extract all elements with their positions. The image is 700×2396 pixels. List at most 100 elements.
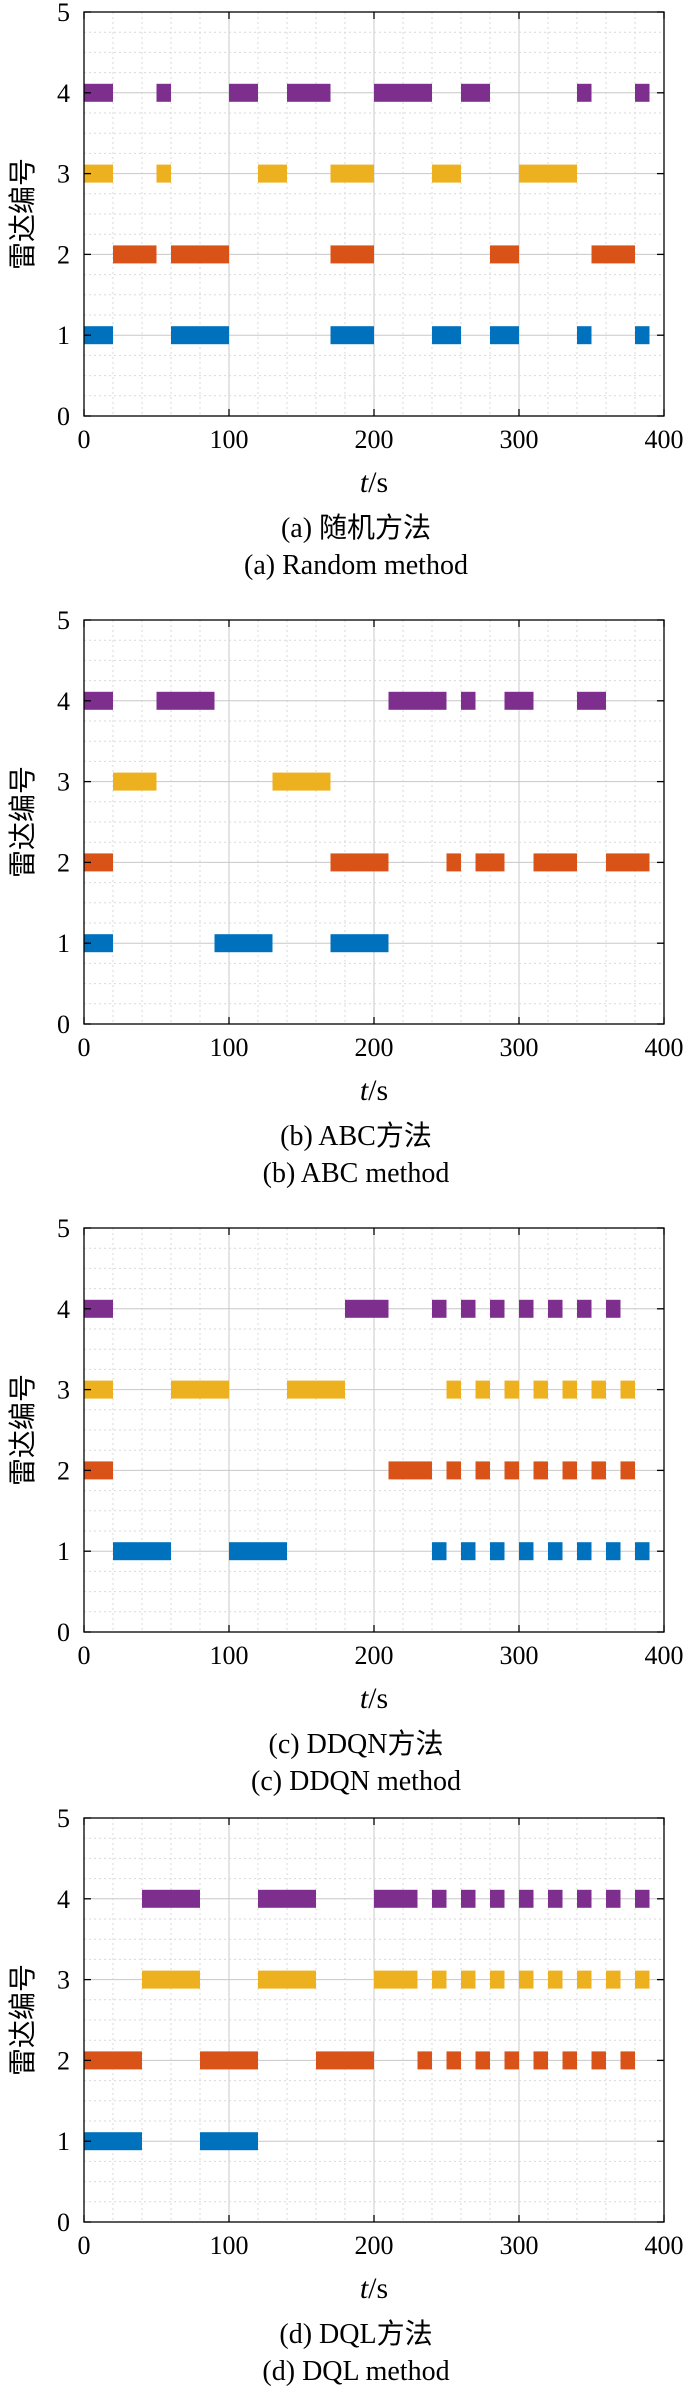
bar-radar-2 [533,853,577,872]
schedule-bars [84,83,650,345]
bar-radar-3 [577,1970,592,1989]
bar-radar-2 [84,1461,113,1480]
bar-radar-4 [258,1889,316,1908]
bar-radar-4 [519,1299,534,1318]
y-tick-label: 3 [57,160,70,189]
bar-radar-4 [287,83,331,102]
bar-radar-1 [577,1542,592,1561]
bar-radar-4 [548,1889,563,1908]
bar-radar-2 [388,1461,432,1480]
y-tick-label: 4 [57,1295,70,1324]
bar-radar-1 [432,326,461,345]
bar-radar-1 [519,1542,534,1561]
caption-english: (a) Random method [244,550,468,581]
bar-radar-4 [548,1299,563,1318]
bar-radar-3 [606,1970,621,1989]
y-tick-label: 3 [57,1966,70,1995]
bar-radar-1 [171,326,229,345]
x-axis-label: t/s [360,466,388,499]
bar-radar-3 [171,1380,229,1399]
caption-english: (c) DDQN method [251,1766,461,1797]
bar-radar-2 [84,2051,142,2070]
bar-radar-3 [142,1970,200,1989]
bar-radar-1 [577,326,592,345]
bar-radar-4 [432,1299,447,1318]
bar-radar-2 [417,2051,432,2070]
bar-radar-3 [475,1380,490,1399]
bar-radar-3 [113,772,157,791]
bar-radar-3 [635,1970,650,1989]
bar-radar-4 [606,1889,621,1908]
bar-radar-3 [84,1380,113,1399]
bar-radar-1 [84,326,113,345]
bar-radar-4 [577,83,592,102]
x-tick-label: 300 [500,1641,539,1670]
y-tick-label: 1 [57,2127,70,2156]
x-tick-label: 200 [355,2231,394,2260]
bar-radar-2 [591,2051,606,2070]
bar-radar-3 [374,1970,418,1989]
y-tick-label: 5 [57,0,70,27]
x-tick-label: 100 [210,2231,249,2260]
x-tick-label: 100 [210,425,249,454]
x-tick-label: 0 [78,1641,91,1670]
x-tick-label: 0 [78,425,91,454]
bar-radar-1 [490,1542,505,1561]
x-tick-label: 200 [355,1033,394,1062]
bar-radar-2 [113,245,157,264]
x-axis-symbol: t [360,1074,369,1107]
bar-radar-1 [84,934,113,953]
bar-radar-3 [432,1970,447,1989]
caption-chinese: (d) DQL方法 [279,2318,432,2350]
bar-radar-2 [475,2051,490,2070]
x-tick-label: 300 [500,425,539,454]
x-tick-label: 300 [500,2231,539,2260]
bar-radar-1 [113,1542,171,1561]
y-tick-label: 4 [57,687,70,716]
x-axis-label: t/s [360,2272,388,2305]
y-tick-label: 0 [57,2208,70,2237]
y-tick-label: 2 [57,240,70,269]
bar-radar-2 [84,853,113,872]
bar-radar-1 [635,1542,650,1561]
bar-radar-4 [504,691,534,710]
bar-radar-4 [374,1889,418,1908]
y-axis-label: 雷达编号 [7,1964,39,2076]
caption-english: (b) ABC method [263,1158,450,1189]
bar-radar-2 [606,853,650,872]
bar-radar-4 [84,691,113,710]
bar-radar-2 [504,1461,519,1480]
bar-radar-3 [258,1970,316,1989]
y-tick-label: 2 [57,848,70,877]
bar-radar-4 [229,83,258,102]
bar-radar-3 [258,164,287,183]
x-axis-label: t/s [360,1682,388,1715]
bar-radar-4 [490,1299,505,1318]
x-tick-label: 200 [355,425,394,454]
bar-radar-1 [330,934,389,953]
x-tick-label: 400 [645,1641,684,1670]
bar-radar-3 [272,772,331,791]
x-tick-label: 400 [645,425,684,454]
bar-radar-1 [461,1542,476,1561]
chart-panel-4: 0 100 200 300 400 0 1 2 3 4 5 雷达编号 t/s (d) DQL方法 (d) D… [7,1804,684,2387]
bar-radar-2 [504,2051,519,2070]
chart-panel-3: 0 100 200 300 400 0 1 2 3 4 5 雷达编号 t/s (c) DDQN方法 (c) … [7,1214,684,1797]
bar-radar-3 [156,164,171,183]
bar-radar-2 [316,2051,374,2070]
bar-radar-1 [548,1542,563,1561]
bar-radar-4 [142,1889,200,1908]
bar-radar-2 [533,2051,548,2070]
x-axis-symbol: t [360,1682,369,1715]
chart-panel-2: 0 100 200 300 400 0 1 2 3 4 5 雷达编号 t/s (b) ABC方法 (b) A… [7,606,684,1189]
y-axis-label: 雷达编号 [7,1374,39,1486]
bar-radar-4 [374,83,432,102]
bar-radar-3 [330,164,374,183]
bar-radar-3 [548,1970,563,1989]
bar-radar-4 [635,1889,650,1908]
y-tick-label: 0 [57,402,70,431]
caption-chinese: (c) DDQN方法 [269,1728,444,1760]
bar-radar-3 [490,1970,505,1989]
schedule-bars [84,1889,650,2151]
bar-radar-4 [519,1889,534,1908]
